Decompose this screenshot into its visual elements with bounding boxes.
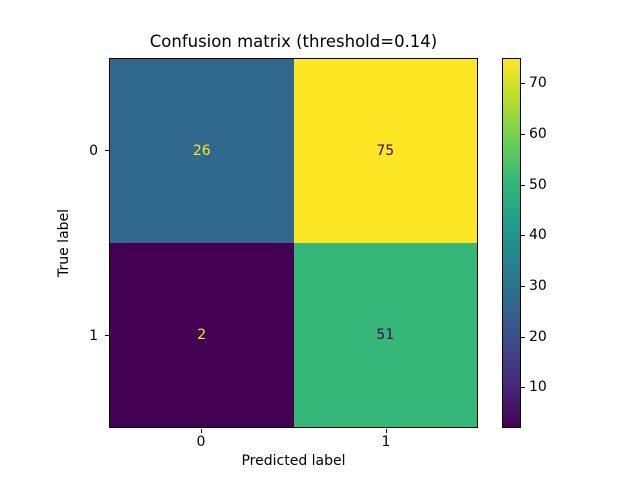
matrix-cell-true1-pred0: 2 xyxy=(110,243,294,427)
plot-area: 26 75 2 51 xyxy=(109,58,478,428)
colorbar-tick-mark xyxy=(521,134,525,135)
colorbar xyxy=(502,58,521,428)
cell-value: 75 xyxy=(376,143,395,159)
y-tick-mark xyxy=(105,335,109,336)
x-tick-label: 1 xyxy=(381,434,391,450)
y-tick-label: 1 xyxy=(89,328,98,344)
matrix-cell-true0-pred1: 75 xyxy=(293,59,477,243)
x-tick-mark xyxy=(201,429,202,433)
colorbar-tick-mark xyxy=(521,286,525,287)
matrix-cell-true1-pred1: 51 xyxy=(293,243,477,427)
y-tick-mark xyxy=(105,150,109,151)
colorbar-tick-label: 20 xyxy=(529,329,547,345)
colorbar-tick-label: 10 xyxy=(529,379,547,395)
colorbar-gradient xyxy=(503,59,520,427)
colorbar-tick-mark xyxy=(521,387,525,388)
cell-value: 2 xyxy=(197,327,207,343)
colorbar-tick-mark xyxy=(521,235,525,236)
matrix-cell-true0-pred0: 26 xyxy=(110,59,294,243)
cell-value: 51 xyxy=(376,327,395,343)
colorbar-tick-mark xyxy=(521,185,525,186)
chart-title: Confusion matrix (threshold=0.14) xyxy=(149,32,438,51)
colorbar-tick-mark xyxy=(521,83,525,84)
y-tick-label: 0 xyxy=(89,143,98,159)
colorbar-tick-label: 40 xyxy=(529,227,547,243)
colorbar-tick-mark xyxy=(521,337,525,338)
y-axis-label: True label xyxy=(56,208,72,278)
x-tick-mark xyxy=(386,429,387,433)
cell-value: 26 xyxy=(192,143,211,159)
colorbar-tick-label: 70 xyxy=(529,75,547,91)
x-tick-label: 0 xyxy=(196,434,206,450)
colorbar-tick-label: 50 xyxy=(529,177,547,193)
x-axis-label: Predicted label xyxy=(241,453,346,469)
colorbar-tick-label: 30 xyxy=(529,278,547,294)
colorbar-tick-label: 60 xyxy=(529,126,547,142)
